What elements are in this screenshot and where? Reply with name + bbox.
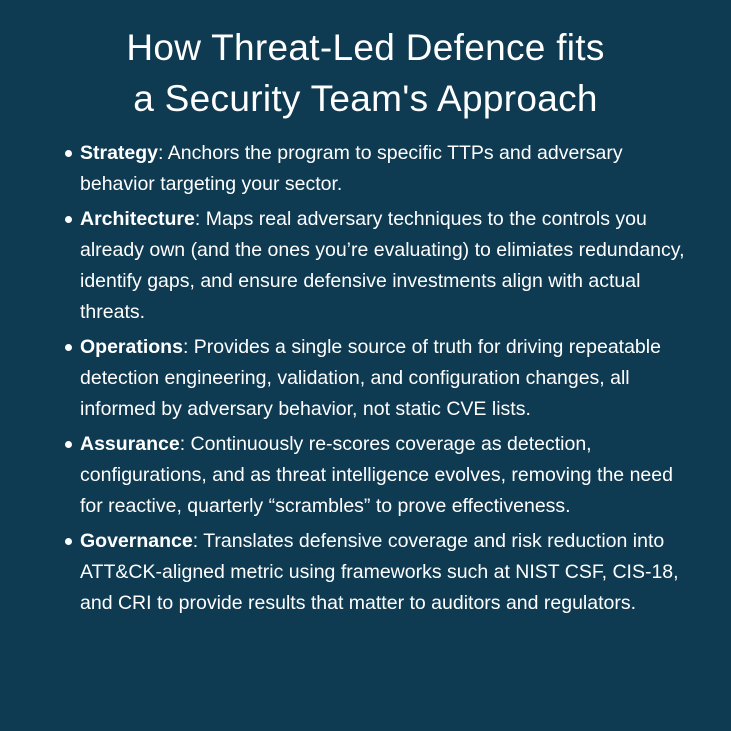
term: Governance — [80, 530, 193, 552]
description: : Translates defensive coverage and risk… — [80, 530, 679, 614]
title-line: How Threat-Led Defence fits — [126, 27, 605, 68]
term: Architecture — [80, 208, 195, 230]
title-line: a Security Team's Approach — [133, 78, 598, 119]
term: Strategy — [80, 142, 159, 164]
description: : Continuously re-scores coverage as det… — [80, 433, 673, 517]
bullet-item: Strategy: Anchors the program to specifi… — [65, 138, 694, 200]
description: : Maps real adversary techniques to the … — [80, 208, 685, 323]
bullet-list: Strategy: Anchors the program to specifi… — [0, 138, 694, 619]
description: : Provides a single source of truth for … — [80, 336, 661, 420]
term: Operations — [80, 336, 183, 358]
bullet-item: Assurance: Continuously re-scores covera… — [65, 429, 694, 522]
description: : Anchors the program to specific TTPs a… — [80, 142, 623, 195]
bullet-item: Architecture: Maps real adversary techni… — [65, 204, 694, 328]
bullet-item: Governance: Translates defensive coverag… — [65, 526, 694, 619]
bullet-item: Operations: Provides a single source of … — [65, 332, 694, 425]
title: How Threat-Led Defence fits a Security T… — [0, 0, 731, 124]
term: Assurance — [80, 433, 180, 455]
